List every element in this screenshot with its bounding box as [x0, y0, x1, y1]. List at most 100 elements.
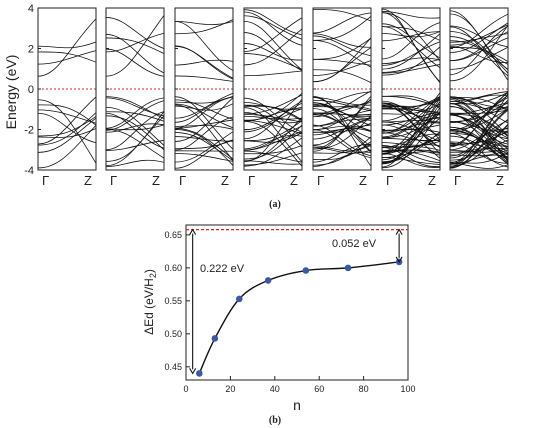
band-line — [174, 20, 234, 71]
band-lines — [381, 8, 441, 169]
band-line — [174, 125, 234, 130]
band-line — [312, 124, 372, 133]
band-line — [381, 64, 441, 74]
band-line — [381, 22, 441, 60]
data-point — [211, 335, 219, 342]
band-line — [449, 102, 509, 131]
band-line — [312, 33, 372, 48]
band-line — [105, 37, 165, 54]
band-line — [449, 162, 509, 169]
x-tick-label-z: Z — [152, 173, 160, 188]
band-line — [449, 25, 509, 76]
panel-b-delta-ed-plot: 0 20 40 60 80 100 0.45 0.50 0.55 0.60 0.65 0.222 e… — [142, 224, 416, 426]
band-line — [243, 132, 303, 143]
band-line — [381, 58, 441, 73]
band-line — [174, 132, 234, 162]
x-tick-label-z: Z — [290, 173, 298, 188]
band-line — [449, 152, 509, 164]
band-line — [312, 69, 372, 84]
band-lines — [449, 10, 509, 169]
band-line — [243, 150, 303, 163]
band-line — [37, 116, 97, 137]
band-line — [449, 96, 509, 137]
band-line — [381, 128, 441, 133]
band-line — [243, 120, 303, 141]
band-line — [449, 147, 509, 153]
band-line — [381, 12, 441, 84]
band-line — [243, 120, 303, 135]
band-line — [449, 31, 509, 74]
band-line — [174, 103, 234, 129]
y-tick-label: 0.65 — [164, 230, 182, 240]
band-line — [312, 47, 372, 83]
panel-a-caption: (a) — [269, 199, 281, 210]
y-tick-label: 0.50 — [164, 329, 182, 339]
panel-b-ylabel: ΔEd (eV/H2) — [142, 269, 158, 335]
band-line — [449, 26, 509, 77]
band-line — [381, 102, 441, 141]
band-line — [105, 115, 165, 151]
band-line — [243, 94, 303, 115]
arrow-head-top — [395, 228, 403, 235]
band-lines — [174, 19, 234, 169]
band-line — [174, 97, 234, 142]
fit-curve — [198, 261, 400, 374]
panel-a-y-tick-label: -4 — [24, 165, 34, 177]
band-line — [243, 28, 303, 66]
band-lines — [312, 8, 372, 167]
panel-b-plot-frame — [185, 224, 409, 381]
band-line — [174, 45, 234, 79]
band-line — [381, 102, 441, 148]
arrow-head-bottom — [395, 256, 403, 264]
x-tick-label: 100 — [400, 384, 415, 394]
band-line — [105, 124, 165, 131]
band-line — [105, 48, 165, 77]
band-line — [449, 113, 509, 164]
band-line — [37, 99, 97, 164]
band-line — [381, 26, 441, 41]
panel-b-xlabel: n — [293, 397, 301, 413]
x-tick-label-gamma: Γ — [110, 173, 117, 188]
band-line — [381, 41, 441, 66]
band-line — [449, 25, 509, 48]
band-line — [37, 109, 97, 124]
band-line — [381, 103, 441, 164]
panel-a-y-tick-label: 2 — [28, 44, 34, 56]
band-line — [105, 111, 165, 151]
band-line — [174, 153, 234, 162]
band-line — [37, 125, 97, 169]
panel-b-data-points — [196, 258, 403, 377]
band-line — [174, 131, 234, 163]
x-tick-label-gamma: Γ — [248, 173, 255, 188]
panel-b-ylabel-subscript: 2 — [148, 273, 158, 278]
band-line — [381, 99, 441, 107]
band-line — [243, 70, 303, 77]
band-line — [312, 102, 372, 132]
band-line — [243, 145, 303, 155]
band-line — [312, 60, 372, 76]
band-line — [312, 35, 372, 57]
panel-a-ylabel: Energy (eV) — [3, 55, 19, 130]
y-tick-label: 0.45 — [164, 362, 182, 372]
band-line — [105, 106, 165, 146]
band-line — [243, 113, 303, 123]
band-line — [105, 100, 165, 131]
band-line — [174, 99, 234, 120]
band-line — [37, 117, 97, 153]
band-line — [37, 96, 97, 145]
arrow-head-bottom — [189, 368, 197, 375]
x-tick-label: 80 — [359, 384, 369, 394]
y-tick-label: 0.60 — [164, 263, 182, 273]
band-line — [312, 90, 372, 118]
data-point — [344, 264, 352, 272]
band-line — [381, 57, 441, 65]
band-line — [449, 118, 509, 168]
band-line — [174, 96, 234, 129]
band-line — [105, 111, 165, 162]
band-line — [243, 102, 303, 131]
